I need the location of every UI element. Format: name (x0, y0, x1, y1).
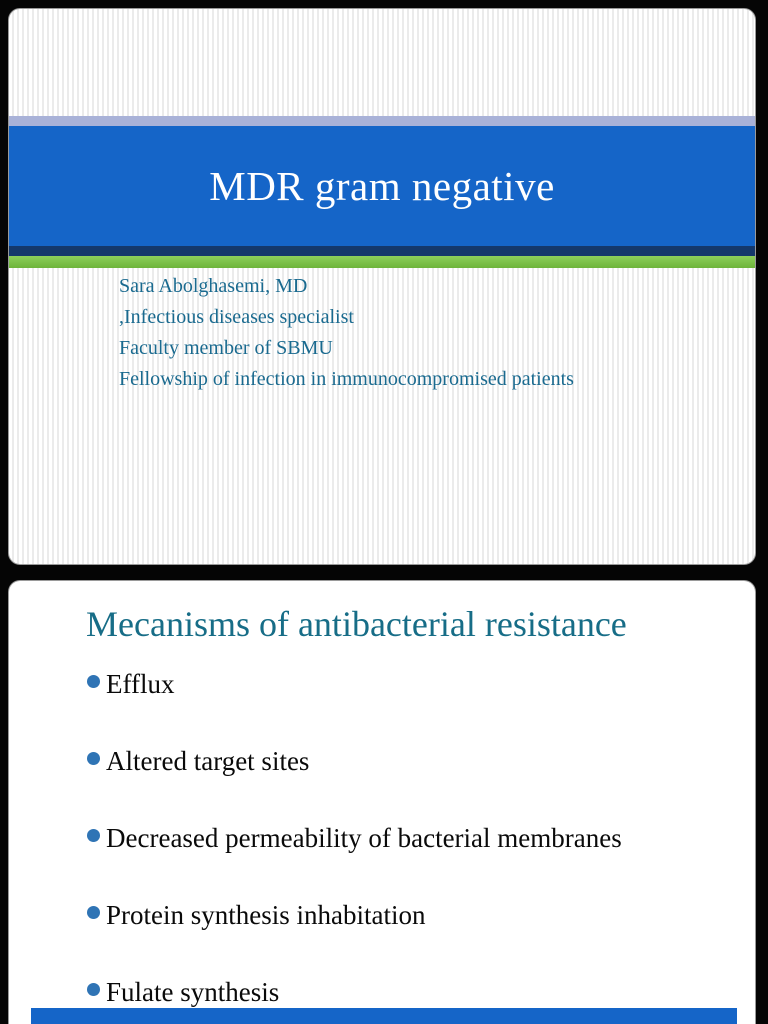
byline-line: Sara Abolghasemi, MD (119, 275, 308, 297)
bullet-icon (87, 906, 100, 919)
list-item: Altered target sites (87, 744, 622, 778)
slide-2: Mecanisms of antibacterial resistance Ef… (8, 580, 756, 1024)
byline-line: ,Infectious diseases specialist (119, 306, 354, 328)
list-item: Decreased permeability of bacterial memb… (87, 821, 622, 855)
next-title-bar-partial (31, 1008, 737, 1024)
bullet-text: Fulate synthesis (106, 977, 280, 1007)
slide1-title-bar: MDR gram negative (9, 126, 755, 246)
slide2-title: Mecanisms of antibacterial resistance (86, 604, 627, 644)
accent-bar-green (9, 256, 755, 268)
bullet-icon (87, 829, 100, 842)
bullet-list: Efflux Altered target sites Decreased pe… (87, 667, 622, 1024)
bullet-text: Decreased permeability of bacterial memb… (106, 823, 622, 853)
bullet-icon (87, 675, 100, 688)
byline-line: Faculty member of SBMU (119, 337, 333, 359)
bullet-text: Protein synthesis inhabitation (106, 900, 426, 930)
slide1-byline: Sara Abolghasemi, MD ,Infectious disease… (119, 271, 574, 395)
list-item: Efflux (87, 667, 622, 701)
slide-1: MDR gram negative Sara Abolghasemi, MD ,… (8, 8, 756, 565)
bullet-icon (87, 752, 100, 765)
bullet-text: Efflux (106, 669, 175, 699)
accent-bar-navy (9, 246, 755, 256)
list-item: Fulate synthesis (87, 975, 622, 1009)
list-item: Protein synthesis inhabitation (87, 898, 622, 932)
slide1-title: MDR gram negative (209, 163, 555, 209)
accent-bar-lavender (9, 116, 755, 126)
bullet-icon (87, 983, 100, 996)
bullet-text: Altered target sites (106, 746, 310, 776)
byline-line: Fellowship of infection in immunocomprom… (119, 368, 574, 390)
